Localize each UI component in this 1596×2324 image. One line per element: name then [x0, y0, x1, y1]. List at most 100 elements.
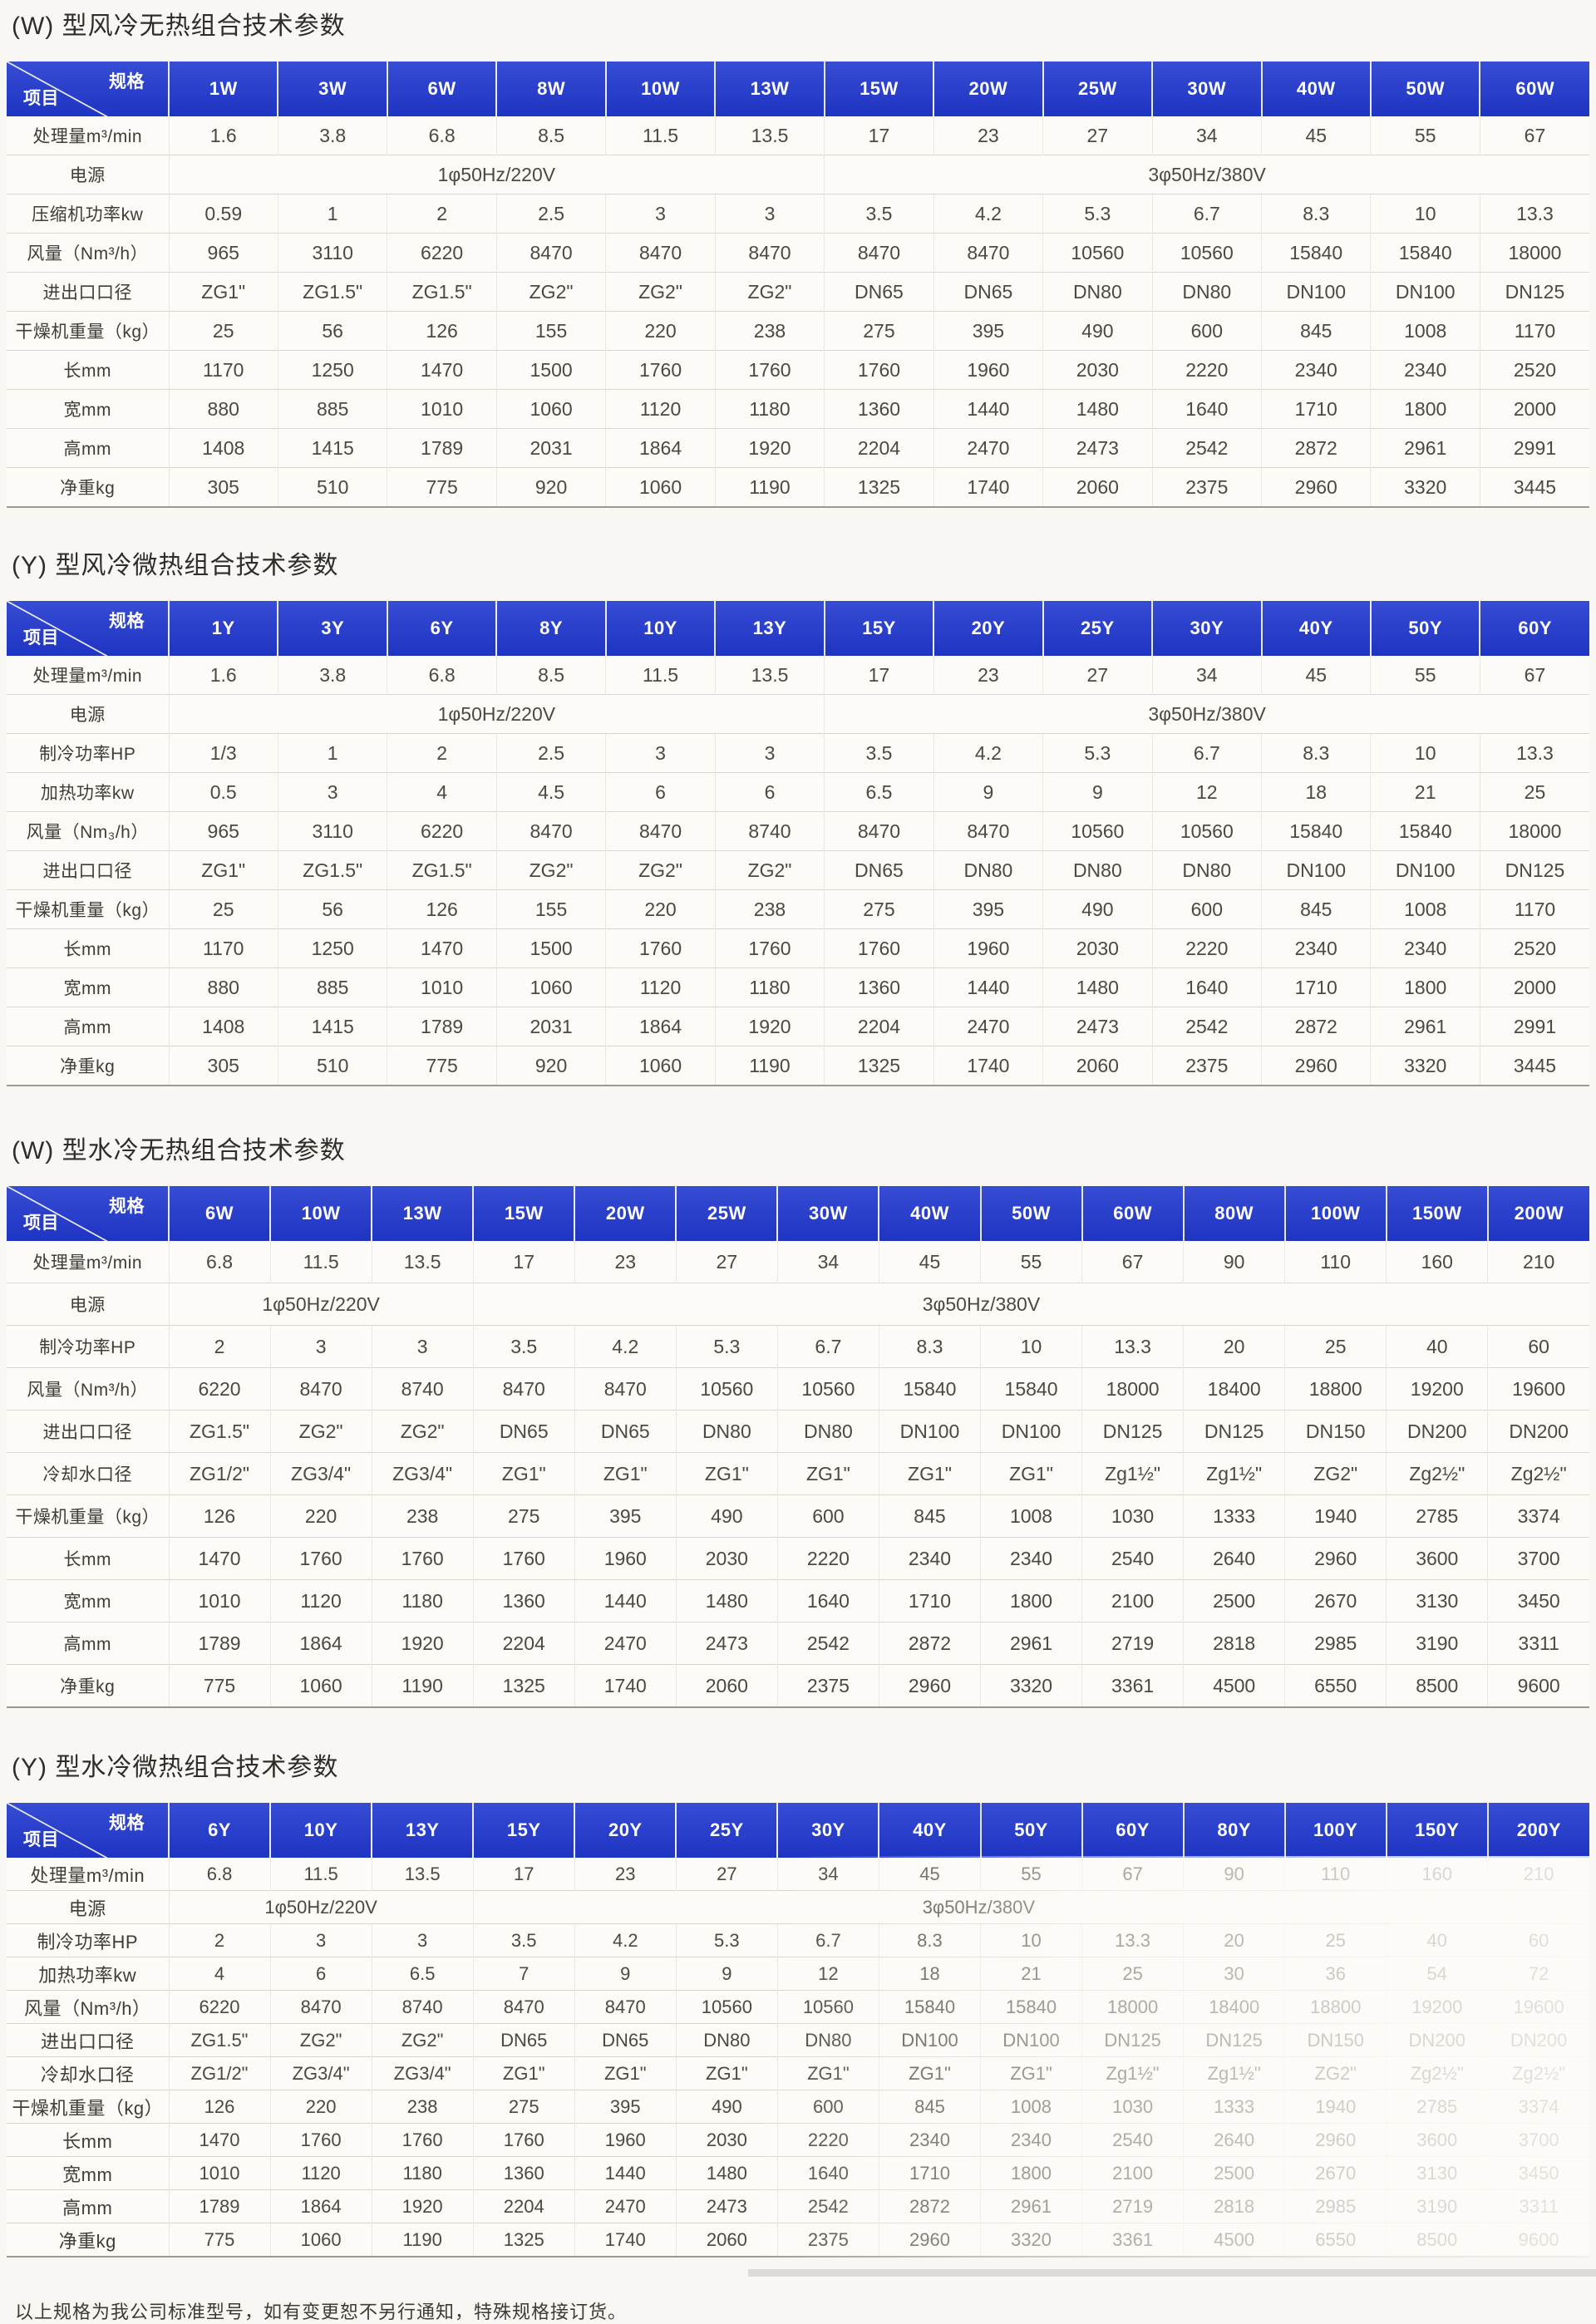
table-row: 处理量m³/min 6.8 11.5 13.5 17 23 27 34 45 55 67 90 110 1…: [7, 1241, 1589, 1283]
table-row: 宽mm 1010 1120 1180 1360 1440 1480 1640 1710 1800 2…: [7, 1579, 1589, 1622]
row-label: 制冷功率HP: [7, 733, 169, 773]
spec-value-cell: 8.3: [1261, 194, 1371, 234]
spec-value-cell: 2473: [1042, 1007, 1153, 1046]
spec-value-cell: 4500: [1183, 2223, 1285, 2257]
spec-value-cell: 5.3: [1042, 733, 1153, 773]
spec-value-cell: 2542: [776, 2189, 879, 2223]
spec-value-cell: 490: [1042, 889, 1153, 929]
column-header-30W: 30W: [1151, 62, 1262, 116]
table-row: 进出口口径 ZG1.5" ZG2" ZG2" DN65 DN65 DN80 DN80 DN100…: [7, 2023, 1589, 2057]
spec-value-cell: DN100: [979, 1410, 1082, 1453]
spec-value-cell: DN125: [1479, 272, 1589, 312]
spec-value-cell: 1864: [605, 1007, 716, 1046]
corner-label-spec: 规格: [109, 72, 145, 91]
spec-value-cell: 1960: [933, 350, 1043, 390]
spec-value-cell: 10560: [1151, 233, 1262, 273]
spec-value-cell: 8.3: [1261, 733, 1371, 773]
spec-value-cell: 2985: [1284, 2189, 1387, 2223]
spec-table: 规格 项目 1W 3W 6W 8W 10W 13W 15W 20W 25W 30W 40W 50W 60W 处…: [7, 62, 1589, 508]
column-header-200W: 200W: [1486, 1186, 1589, 1241]
spec-value-cell: 2100: [1081, 1579, 1184, 1622]
spec-value-cell: 1/3: [168, 733, 278, 773]
spec-value-cell: 18800: [1284, 1990, 1387, 2024]
column-header-15Y: 15Y: [823, 601, 934, 656]
table-row: 干燥机重量（kg） 126 220 238 275 395 490 600 845 1008 103…: [7, 2090, 1589, 2124]
corner-label-spec: 规格: [109, 1814, 145, 1833]
spec-value-cell: 1800: [1370, 968, 1480, 1007]
header-row: 规格 项目 6Y 10Y 13Y 15Y 20Y 25Y 30Y 40Y 50Y 60Y 80Y 100Y…: [7, 1803, 1589, 1858]
spec-value-cell: ZG1": [472, 1452, 575, 1495]
spec-value-cell: 5.3: [1042, 194, 1153, 234]
spec-value-cell: 2719: [1081, 2189, 1184, 2223]
row-label: 处理量m³/min: [32, 127, 143, 146]
spec-value-cell: ZG2": [605, 272, 716, 312]
column-header-40W: 40W: [878, 1186, 981, 1241]
column-header-6W: 6W: [167, 1186, 271, 1241]
spec-value-cell: 238: [371, 1494, 474, 1538]
corner-header-cell: 规格 项目: [7, 1803, 169, 1858]
spec-value-cell: 1008: [979, 2090, 1082, 2124]
row-label: 高mm: [7, 428, 169, 468]
spec-value-cell: 1120: [605, 968, 716, 1007]
spec-value-cell: ZG3/4": [371, 2056, 474, 2090]
column-header-150W: 150W: [1385, 1186, 1488, 1241]
spec-value-cell: 3.5: [472, 1325, 575, 1368]
spec-value-cell: 2670: [1284, 1579, 1387, 1622]
spec-value-cell: 2961: [1370, 1007, 1480, 1046]
spec-value-cell: 25: [168, 311, 278, 351]
spec-value-cell: 3110: [277, 811, 387, 851]
spec-value-cell: DN65: [824, 850, 934, 890]
row-label: 净重kg: [7, 467, 169, 507]
spec-value-cell: 10560: [675, 1990, 778, 2024]
spec-value-cell: 2818: [1183, 1622, 1285, 1665]
row-label: 电源: [7, 155, 169, 194]
spec-value-cell: DN100: [1370, 850, 1480, 890]
spec-value-cell: 6: [714, 772, 825, 812]
spec-value-cell: 3.5: [824, 733, 934, 773]
section-title-w-air-cooled: (W) 型风冷无热组合技术参数: [12, 12, 346, 40]
table-row: 长mm 1170 1250 1470 1500 1760 1760 1760 1960 2030 2…: [7, 928, 1589, 968]
spec-value-cell: 1740: [933, 467, 1043, 507]
spec-value-cell: 1740: [574, 1664, 677, 1707]
spec-value-cell: 160: [1386, 1858, 1488, 1891]
spec-value-cell: 34: [1151, 656, 1262, 695]
column-header-100Y: 100Y: [1283, 1803, 1387, 1858]
diagonal-divider: [7, 601, 108, 656]
spec-value-cell: 11.5: [605, 116, 716, 155]
spec-value-cell: 6.7: [776, 1325, 879, 1368]
spec-value-cell: 17: [824, 656, 934, 695]
spec-value-cell: 19600: [1487, 1367, 1589, 1411]
spec-value-cell: ZG1.5": [277, 272, 387, 312]
spec-value-cell: 160: [1386, 1241, 1488, 1283]
spec-value-cell: ZG2": [1284, 2056, 1387, 2090]
spec-value-cell: 1360: [824, 389, 934, 429]
spec-value-cell: 3: [269, 1325, 372, 1368]
row-label: 高mm: [7, 2189, 169, 2223]
spec-value-cell: 845: [1261, 311, 1371, 351]
spec-value-cell: 2.5: [495, 733, 606, 773]
spec-value-cell: 1789: [168, 1622, 271, 1665]
spec-value-cell: DN100: [979, 2023, 1082, 2057]
spec-value-cell: 6.8: [387, 116, 497, 155]
spec-value-cell: 2985: [1284, 1622, 1387, 1665]
spec-value-cell: 25: [1284, 1923, 1387, 1957]
spec-value-cell: 1480: [675, 1579, 778, 1622]
spec-value-cell: 67: [1081, 1858, 1184, 1891]
column-header-15Y: 15Y: [472, 1803, 575, 1858]
spec-value-cell: 1920: [371, 1622, 474, 1665]
spec-value-cell: ZG1/2": [168, 2056, 271, 2090]
spec-value-cell: 15840: [878, 1367, 981, 1411]
spec-value-cell: DN80: [1042, 850, 1153, 890]
spec-value-cell: 3374: [1487, 1494, 1589, 1538]
spec-value-cell: 126: [168, 2090, 271, 2124]
row-label: 冷却水口径: [7, 2056, 169, 2090]
spec-value-cell: 1760: [371, 1537, 474, 1580]
row-label: 制冷功率HP: [7, 1923, 169, 1957]
spec-value-cell: 8470: [933, 811, 1043, 851]
spec-value-cell: 1060: [605, 467, 716, 507]
column-header-13Y: 13Y: [371, 1803, 474, 1858]
spec-value-cell: 1325: [472, 1664, 575, 1707]
spec-value-cell: 18000: [1479, 811, 1589, 851]
table-row: 干燥机重量（kg） 126 220 238 275 395 490 600 845 1008 103…: [7, 1494, 1589, 1538]
